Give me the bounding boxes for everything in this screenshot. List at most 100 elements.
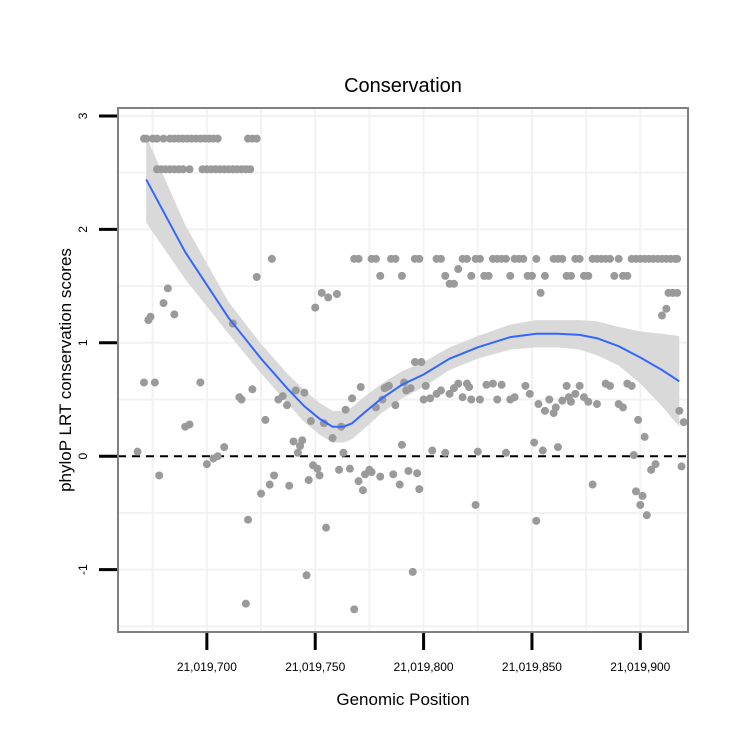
- data-point: [519, 254, 528, 263]
- data-point: [618, 403, 627, 412]
- data-point: [185, 165, 194, 174]
- data-point: [257, 489, 266, 498]
- data-point: [584, 397, 593, 406]
- data-point: [315, 471, 324, 480]
- data-point: [627, 381, 636, 390]
- data-point: [454, 265, 463, 274]
- data-point: [289, 437, 298, 446]
- data-point: [324, 293, 333, 302]
- data-point: [506, 271, 515, 280]
- data-point: [421, 381, 430, 390]
- data-point: [313, 464, 322, 473]
- data-point: [558, 254, 567, 263]
- data-point: [575, 381, 584, 390]
- data-point: [642, 511, 651, 520]
- data-point: [540, 271, 549, 280]
- data-point: [252, 272, 261, 281]
- data-point: [306, 417, 315, 426]
- data-point: [426, 394, 435, 403]
- data-point: [415, 485, 424, 494]
- data-point: [462, 254, 471, 263]
- data-point: [142, 134, 151, 143]
- data-point: [673, 254, 682, 263]
- data-point: [376, 271, 385, 280]
- data-point: [675, 406, 684, 415]
- data-point: [538, 446, 547, 455]
- data-point: [391, 254, 400, 263]
- data-point: [354, 254, 363, 263]
- confidence-band: [146, 136, 680, 443]
- data-point: [410, 358, 419, 367]
- data-point: [170, 310, 179, 319]
- data-point: [415, 254, 424, 263]
- data-point: [530, 438, 539, 447]
- data-point: [252, 134, 261, 143]
- data-point: [213, 452, 222, 461]
- data-point: [501, 254, 510, 263]
- data-point: [534, 400, 543, 409]
- data-point: [605, 381, 614, 390]
- data-point: [179, 165, 188, 174]
- data-point: [384, 381, 393, 390]
- data-point: [588, 480, 597, 489]
- data-point: [354, 477, 363, 486]
- data-point: [475, 254, 484, 263]
- data-point: [551, 403, 560, 412]
- data-point: [397, 271, 406, 280]
- data-point: [532, 254, 541, 263]
- data-point: [473, 447, 482, 456]
- points-layer: [133, 134, 688, 614]
- data-point: [367, 468, 376, 477]
- y-tick-label: -1: [76, 564, 90, 575]
- data-point: [540, 406, 549, 415]
- data-point: [159, 299, 168, 308]
- data-point: [159, 134, 168, 143]
- data-point: [244, 515, 253, 524]
- data-point: [610, 271, 619, 280]
- data-point: [454, 379, 463, 388]
- data-point: [419, 395, 428, 404]
- data-point: [302, 571, 311, 580]
- data-point: [298, 436, 307, 445]
- data-point: [267, 254, 276, 263]
- data-point: [348, 394, 357, 403]
- data-point: [283, 401, 292, 410]
- panel-border: [117, 107, 689, 633]
- x-tick-label: 21,019,800: [394, 660, 454, 674]
- data-point: [322, 523, 331, 532]
- data-point: [592, 400, 601, 409]
- data-point: [150, 378, 159, 387]
- data-point: [532, 516, 541, 525]
- data-point: [291, 386, 300, 395]
- data-point: [146, 312, 155, 321]
- loess-fit-line: [145, 178, 680, 428]
- y-tick-label: 3: [76, 112, 90, 119]
- data-point: [350, 605, 359, 614]
- data-point: [265, 480, 274, 489]
- data-point: [395, 480, 404, 489]
- y-axis-label: phyloP LRT conservation scores: [56, 248, 75, 492]
- data-point: [356, 383, 365, 392]
- data-point: [566, 397, 575, 406]
- data-point: [566, 271, 575, 280]
- data-point: [636, 500, 645, 509]
- data-point: [545, 395, 554, 404]
- data-point: [133, 447, 142, 456]
- data-point: [571, 389, 580, 398]
- data-point: [482, 380, 491, 389]
- data-point: [317, 288, 326, 297]
- data-point: [493, 395, 502, 404]
- x-tick-label: 21,019,700: [177, 660, 237, 674]
- data-point: [261, 415, 270, 424]
- data-point: [328, 434, 337, 443]
- x-tick-label: 21,019,750: [285, 660, 345, 674]
- data-point: [673, 288, 682, 297]
- data-point: [501, 448, 510, 457]
- data-point: [391, 401, 400, 410]
- data-point: [558, 396, 567, 405]
- data-point: [417, 358, 426, 367]
- data-point: [449, 279, 458, 288]
- data-point: [311, 303, 320, 312]
- x-tick-label: 21,019,900: [610, 660, 670, 674]
- data-point: [527, 271, 536, 280]
